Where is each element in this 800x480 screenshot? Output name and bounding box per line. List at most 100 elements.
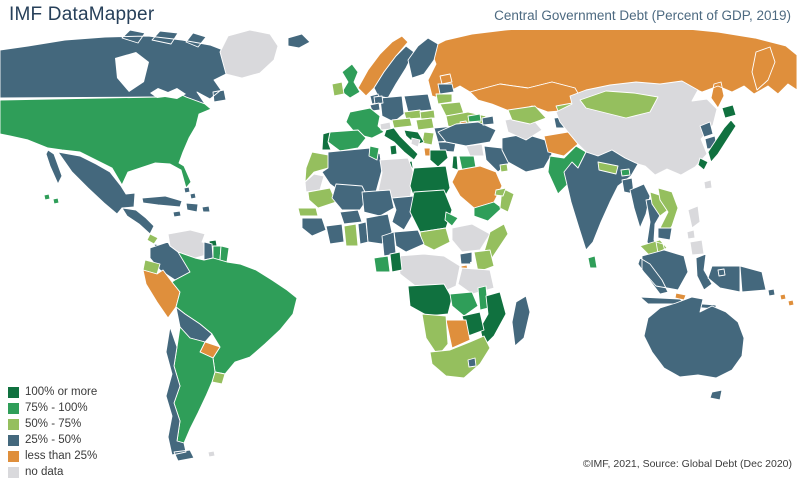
brazil-region[interactable] bbox=[171, 251, 298, 375]
finland-region[interactable] bbox=[407, 37, 439, 79]
niger-region[interactable] bbox=[361, 189, 395, 217]
cameroon-region[interactable] bbox=[381, 231, 397, 257]
syria-region[interactable] bbox=[465, 143, 485, 157]
philippines-region[interactable] bbox=[686, 205, 705, 256]
botswana-region[interactable] bbox=[445, 319, 471, 349]
legend-swatch-less-than-25 bbox=[8, 450, 19, 462]
uk-region[interactable] bbox=[341, 63, 361, 99]
southsudan-region[interactable] bbox=[419, 227, 451, 251]
mexico-region[interactable] bbox=[45, 149, 136, 215]
zambia-region[interactable] bbox=[449, 291, 479, 317]
norway-region[interactable] bbox=[357, 35, 409, 97]
eritrea-region[interactable] bbox=[444, 211, 459, 227]
netherlands-region[interactable] bbox=[373, 95, 384, 105]
czechia-region[interactable] bbox=[403, 109, 423, 120]
hungary-region[interactable] bbox=[415, 117, 435, 131]
centralafricanrepublic-region[interactable] bbox=[393, 229, 425, 253]
poland-region[interactable] bbox=[403, 93, 433, 113]
portugal-region[interactable] bbox=[321, 131, 332, 151]
mauritania-region[interactable] bbox=[307, 187, 337, 209]
congo-region[interactable] bbox=[389, 251, 403, 273]
iceland-region[interactable] bbox=[287, 33, 311, 49]
myanmar-region[interactable] bbox=[629, 183, 651, 229]
nepal-region[interactable] bbox=[597, 161, 619, 175]
spain-region[interactable] bbox=[327, 129, 367, 152]
gabon-region[interactable] bbox=[373, 255, 391, 273]
legend-item[interactable]: less than 25% bbox=[8, 448, 97, 464]
legend-item[interactable]: no data bbox=[8, 464, 97, 480]
yemen-region[interactable] bbox=[473, 201, 503, 222]
cambodia-region[interactable] bbox=[657, 227, 673, 241]
taiwan-region[interactable] bbox=[703, 179, 713, 190]
costarica-region[interactable] bbox=[146, 233, 159, 245]
estonia-region[interactable] bbox=[439, 73, 453, 85]
legend-item[interactable]: 75% - 100% bbox=[8, 400, 97, 416]
uzbekistan-region[interactable] bbox=[507, 105, 547, 125]
tunisia-region[interactable] bbox=[368, 145, 380, 161]
tanzania-region[interactable] bbox=[457, 267, 495, 295]
slovakia-region[interactable] bbox=[419, 109, 436, 120]
mongolia-region[interactable] bbox=[579, 90, 659, 119]
guatemala-region[interactable] bbox=[121, 207, 155, 235]
japan-region[interactable] bbox=[697, 104, 737, 171]
southafrica-region[interactable] bbox=[429, 335, 491, 379]
sudan-region[interactable] bbox=[409, 189, 453, 233]
australia-region[interactable] bbox=[643, 296, 745, 401]
guyana-region[interactable] bbox=[203, 241, 214, 261]
somalia-region[interactable] bbox=[483, 223, 509, 259]
angola-region[interactable] bbox=[407, 283, 453, 317]
israel-region[interactable] bbox=[451, 155, 459, 171]
austria-region[interactable] bbox=[391, 117, 413, 129]
bhutan-region[interactable] bbox=[620, 168, 631, 177]
lesotho-region[interactable] bbox=[467, 357, 477, 368]
legend-item[interactable]: 25% - 50% bbox=[8, 432, 97, 448]
madagascar-region[interactable] bbox=[511, 295, 531, 347]
germany-region[interactable] bbox=[379, 95, 405, 123]
azerbaijan-region[interactable] bbox=[481, 115, 495, 126]
senegal-region[interactable] bbox=[297, 207, 319, 217]
chile-region[interactable] bbox=[165, 326, 195, 462]
cuba-region[interactable] bbox=[141, 195, 183, 208]
saudiarabia-region[interactable] bbox=[451, 165, 503, 209]
legend-item[interactable]: 50% - 75% bbox=[8, 416, 97, 432]
frenchguiana-region[interactable] bbox=[219, 245, 230, 263]
legend-item[interactable]: 100% or more bbox=[8, 384, 97, 400]
legend-label: no data bbox=[25, 465, 64, 478]
ireland-region[interactable] bbox=[331, 81, 345, 97]
namibia-region[interactable] bbox=[421, 313, 449, 357]
mozambique-region[interactable] bbox=[479, 291, 507, 347]
kenya-region[interactable] bbox=[473, 249, 495, 273]
papuanewguinea-region[interactable] bbox=[739, 265, 776, 297]
india-region[interactable] bbox=[563, 149, 639, 251]
guinea-region[interactable] bbox=[301, 217, 327, 237]
legend-swatch-50-75 bbox=[8, 418, 19, 430]
solomonislands-region[interactable] bbox=[779, 293, 795, 307]
srilanka-region[interactable] bbox=[587, 255, 598, 269]
serbia-region[interactable] bbox=[421, 131, 435, 146]
falklands-region[interactable] bbox=[207, 450, 216, 458]
georgia-region[interactable] bbox=[467, 113, 482, 123]
puertorico-region[interactable] bbox=[201, 205, 211, 213]
bahamas-region[interactable] bbox=[183, 186, 197, 200]
greenland-region[interactable] bbox=[219, 29, 279, 79]
mali-region[interactable] bbox=[331, 183, 369, 211]
jamaica-region[interactable] bbox=[172, 210, 182, 218]
kuwait-region[interactable] bbox=[499, 163, 509, 173]
turkey-region[interactable] bbox=[437, 121, 497, 147]
westernsahara-region[interactable] bbox=[304, 173, 325, 193]
ghana-region[interactable] bbox=[343, 223, 359, 247]
hispaniola-region[interactable] bbox=[185, 202, 199, 213]
ethiopia-region[interactable] bbox=[451, 223, 491, 253]
burkinafaso-region[interactable] bbox=[339, 209, 363, 225]
lithuania-region[interactable] bbox=[435, 93, 453, 105]
cotedivoire-region[interactable] bbox=[325, 223, 345, 245]
afghanistan-region[interactable] bbox=[543, 131, 579, 157]
latvia-region[interactable] bbox=[437, 83, 455, 95]
usa-region[interactable] bbox=[0, 90, 212, 205]
header-bar: IMF DataMapper Central Government Debt (… bbox=[0, 0, 800, 30]
uae-region[interactable] bbox=[494, 187, 507, 197]
northkorea-region[interactable] bbox=[699, 121, 714, 138]
bosnia-region[interactable] bbox=[410, 137, 421, 148]
